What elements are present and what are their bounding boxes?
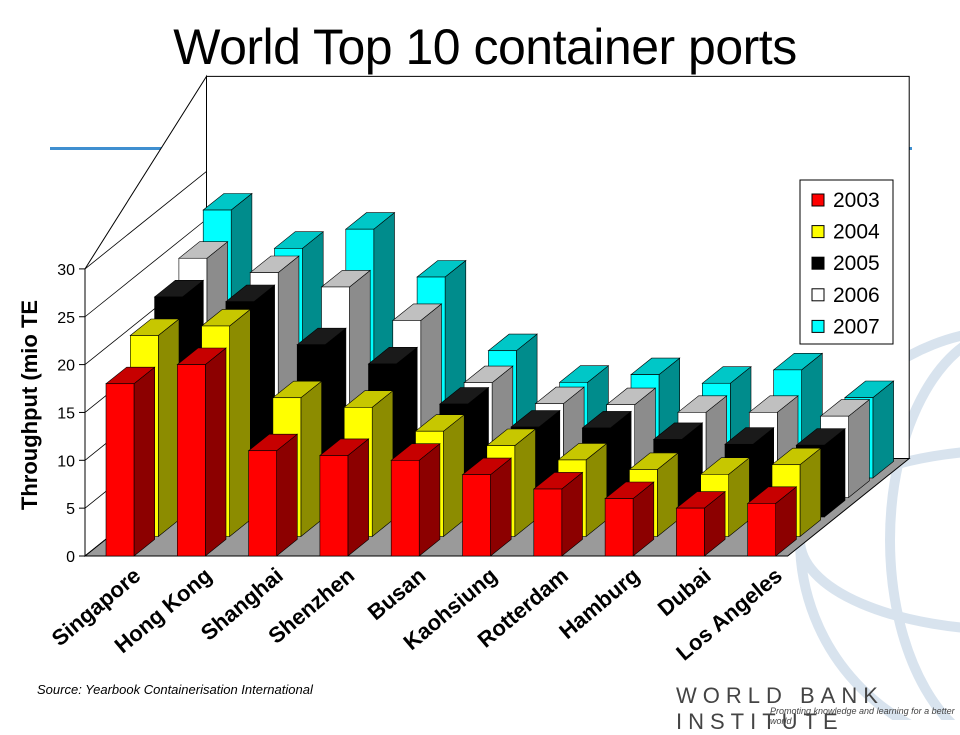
legend-swatch-2005 xyxy=(811,256,825,270)
bar-2003-hong-kong xyxy=(177,364,206,557)
legend-label-2005: 2005 xyxy=(833,252,880,275)
chart-title: World Top 10 container ports xyxy=(173,19,797,75)
bar-2003-busan xyxy=(390,459,420,557)
bar-2006-los-angeles-side xyxy=(848,398,870,499)
y-gridline xyxy=(84,171,207,270)
y-tick-label: 10 xyxy=(57,453,75,470)
legend-label-2003: 2003 xyxy=(833,189,880,212)
bar-2003-shanghai xyxy=(248,450,277,557)
source-note: Source: Yearbook Containerisation Intern… xyxy=(37,682,313,697)
bar-2004-kaohsiung-side xyxy=(514,428,536,538)
y-tick-label: 25 xyxy=(57,310,75,327)
legend-label-2006: 2006 xyxy=(833,284,880,307)
bar-2003-busan-side xyxy=(418,443,441,557)
bar-2003-singapore xyxy=(105,383,135,557)
bar-2004-shanghai-side xyxy=(300,380,322,538)
bar-2003-shanghai-side xyxy=(276,433,298,557)
brand-tagline: Promoting knowledge and learning for a b… xyxy=(770,706,955,726)
bar-2003-singapore-side xyxy=(133,366,155,557)
bar-2003-kaohsiung-side xyxy=(490,457,512,557)
bar-2004-shenzhen-side xyxy=(371,390,394,538)
bar-2003-rotterdam xyxy=(533,488,563,557)
x-tick-label: Hamburg xyxy=(554,563,644,644)
y-axis-label: Throughput (mio TE xyxy=(17,299,42,511)
bar-2003-hong-kong-side xyxy=(205,347,227,557)
legend-label-2007: 2007 xyxy=(833,315,880,338)
y-tick-label: 5 xyxy=(66,501,75,518)
bar-2003-los-angeles xyxy=(747,503,777,557)
x-tick-label: Dubai xyxy=(653,563,716,621)
bar-2004-busan-side xyxy=(443,414,465,538)
bar-2007-los-angeles-side xyxy=(872,380,894,479)
legend-swatch-2006 xyxy=(811,288,825,302)
bar-2003-kaohsiung xyxy=(462,474,491,557)
bar-2003-shenzhen-side xyxy=(347,438,369,557)
bar-2004-singapore-side xyxy=(158,318,180,538)
y-tick-label: 20 xyxy=(57,358,75,375)
bar-2003-shenzhen xyxy=(319,455,349,557)
x-tick-label: Busan xyxy=(363,563,431,625)
bar-2003-hamburg xyxy=(604,498,634,557)
legend-swatch-2004 xyxy=(811,225,825,239)
legend-label-2004: 2004 xyxy=(833,221,880,244)
y-gridline xyxy=(84,218,207,318)
bar-2004-hong-kong-side xyxy=(229,308,251,538)
y-tick-label: 0 xyxy=(66,549,75,566)
legend-swatch-2007 xyxy=(811,319,825,333)
legend-swatch-2003 xyxy=(811,193,825,207)
bar-2003-dubai xyxy=(676,507,705,557)
y-tick-label: 30 xyxy=(57,262,75,279)
y-tick-label: 15 xyxy=(57,405,75,422)
